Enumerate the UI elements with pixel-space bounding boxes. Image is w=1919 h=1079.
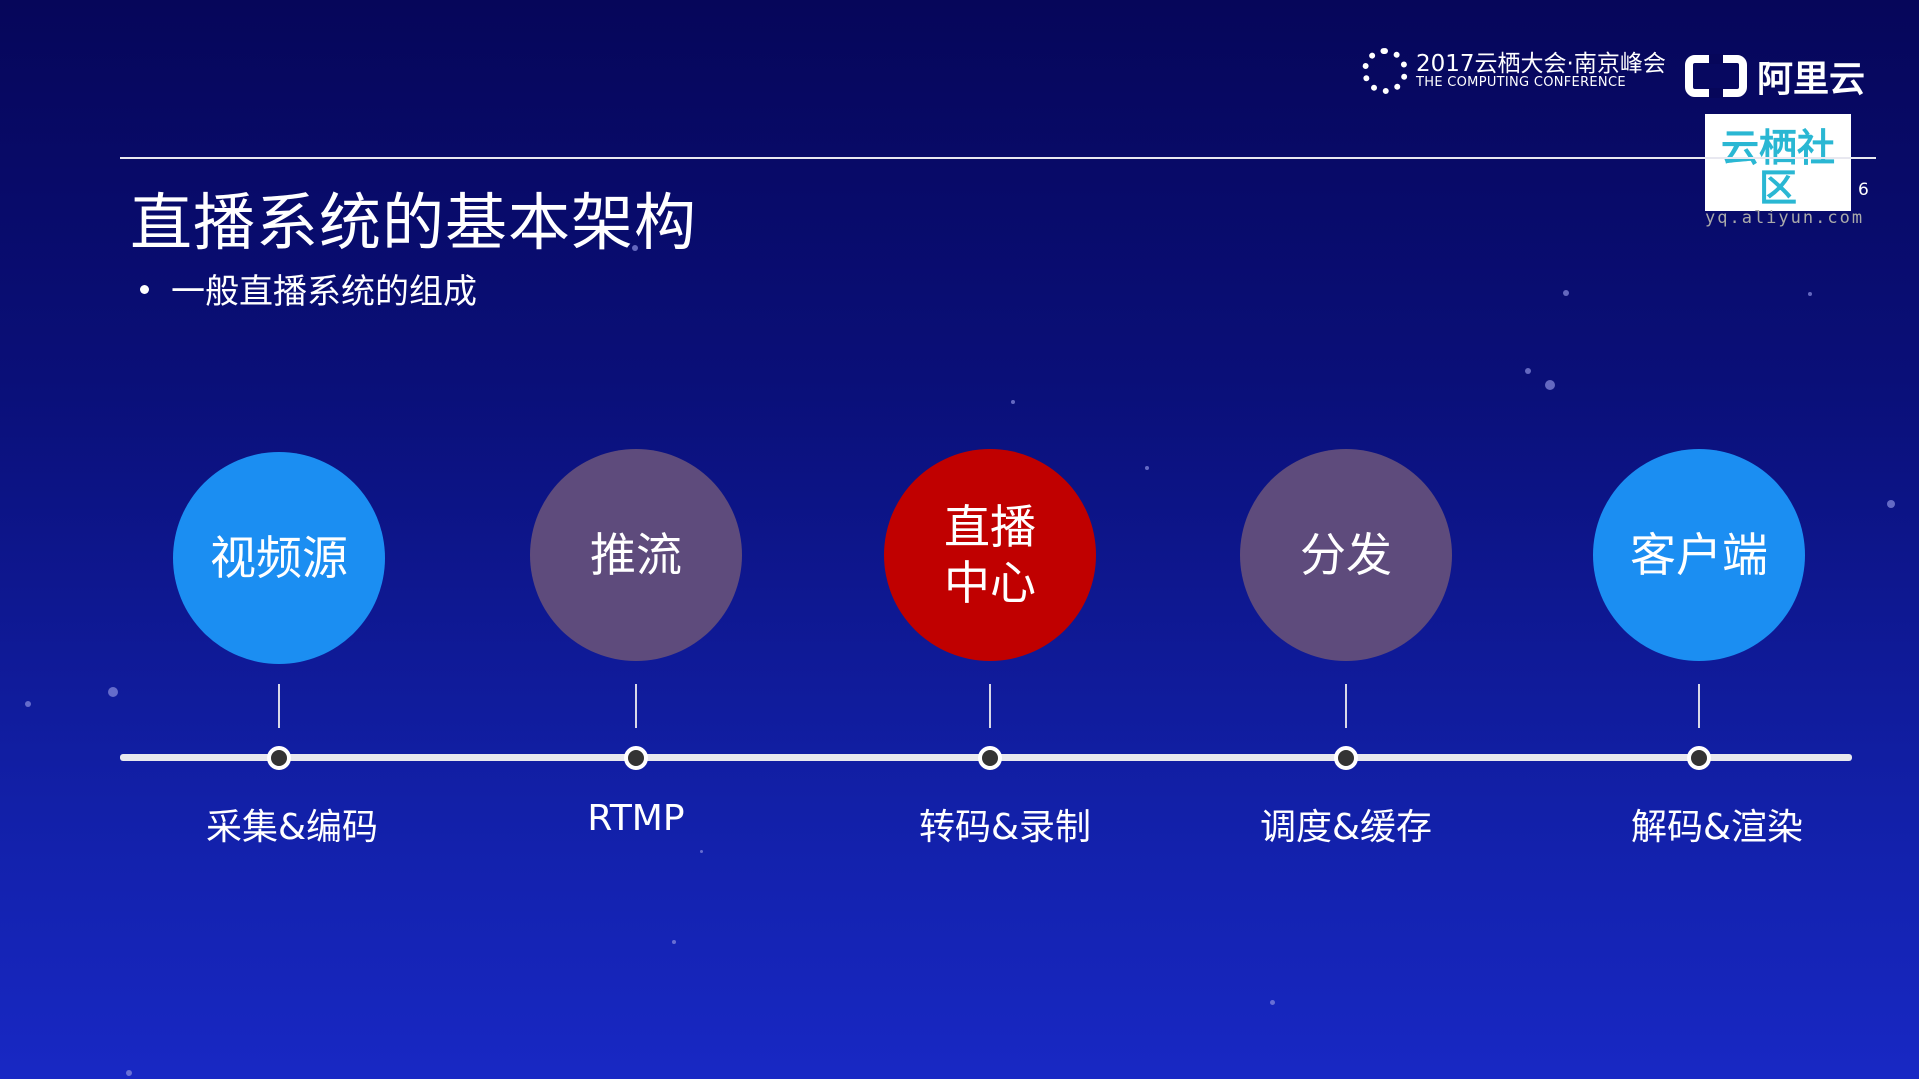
stage-circle: 客户端: [1593, 449, 1805, 661]
bullet-icon: [140, 285, 149, 294]
star: [1011, 400, 1015, 404]
header-divider: [120, 157, 1876, 159]
stage-circle: 推流: [530, 449, 742, 661]
stage-label: 采集&编码: [205, 807, 379, 848]
star: [1887, 500, 1895, 508]
timeline-node: [624, 746, 648, 770]
star: [25, 701, 31, 707]
stage-connector: [1698, 684, 1700, 728]
stage-label: 解码&渲染: [1630, 807, 1804, 848]
star: [1145, 466, 1149, 470]
timeline-node: [978, 746, 1002, 770]
stage-connector: [989, 684, 991, 728]
conference-subtitle: THE COMPUTING CONFERENCE: [1416, 75, 1626, 90]
stage-label: RTMP: [587, 798, 685, 839]
community-url: yq.aliyun.com: [1705, 208, 1865, 228]
community-logo-text: 云栖社区: [1720, 126, 1835, 210]
bullet-item: 一般直播系统的组成: [140, 264, 477, 313]
star: [1545, 380, 1555, 390]
page-title: 直播系统的基本架构: [130, 186, 698, 259]
star: [126, 1070, 132, 1076]
stage-connector: [635, 684, 637, 728]
aliyun-logo: 阿里云: [1685, 50, 1865, 102]
conference-logo: 2017云栖大会·南京峰会 THE COMPUTING CONFERENCE: [1362, 48, 1666, 94]
stage-circle: 视频源: [173, 452, 385, 664]
stage-label: 转码&录制: [918, 807, 1092, 848]
star: [700, 850, 703, 853]
star: [1808, 292, 1812, 296]
conference-title: 2017云栖大会·南京峰会: [1416, 51, 1666, 77]
stage-circle: 分发: [1240, 449, 1452, 661]
brand-name: 阿里云: [1757, 59, 1866, 100]
stage-circle: 直播 中心: [884, 449, 1096, 661]
aliyun-icon: [1685, 54, 1747, 98]
timeline-node: [267, 746, 291, 770]
bullet-text: 一般直播系统的组成: [171, 272, 477, 312]
star: [632, 245, 638, 251]
star: [672, 940, 676, 944]
conference-icon: [1362, 48, 1408, 94]
star: [1270, 1000, 1275, 1005]
star: [108, 687, 118, 697]
star: [1563, 290, 1569, 296]
star: [1525, 368, 1531, 374]
timeline-node: [1334, 746, 1358, 770]
stage-label: 调度&缓存: [1259, 807, 1433, 848]
stage-connector: [1345, 684, 1347, 728]
stage-connector: [278, 684, 280, 728]
community-logo: 云栖社区 yq.aliyun.com: [1705, 114, 1862, 228]
timeline-node: [1687, 746, 1711, 770]
page-number: 6: [1858, 180, 1869, 200]
